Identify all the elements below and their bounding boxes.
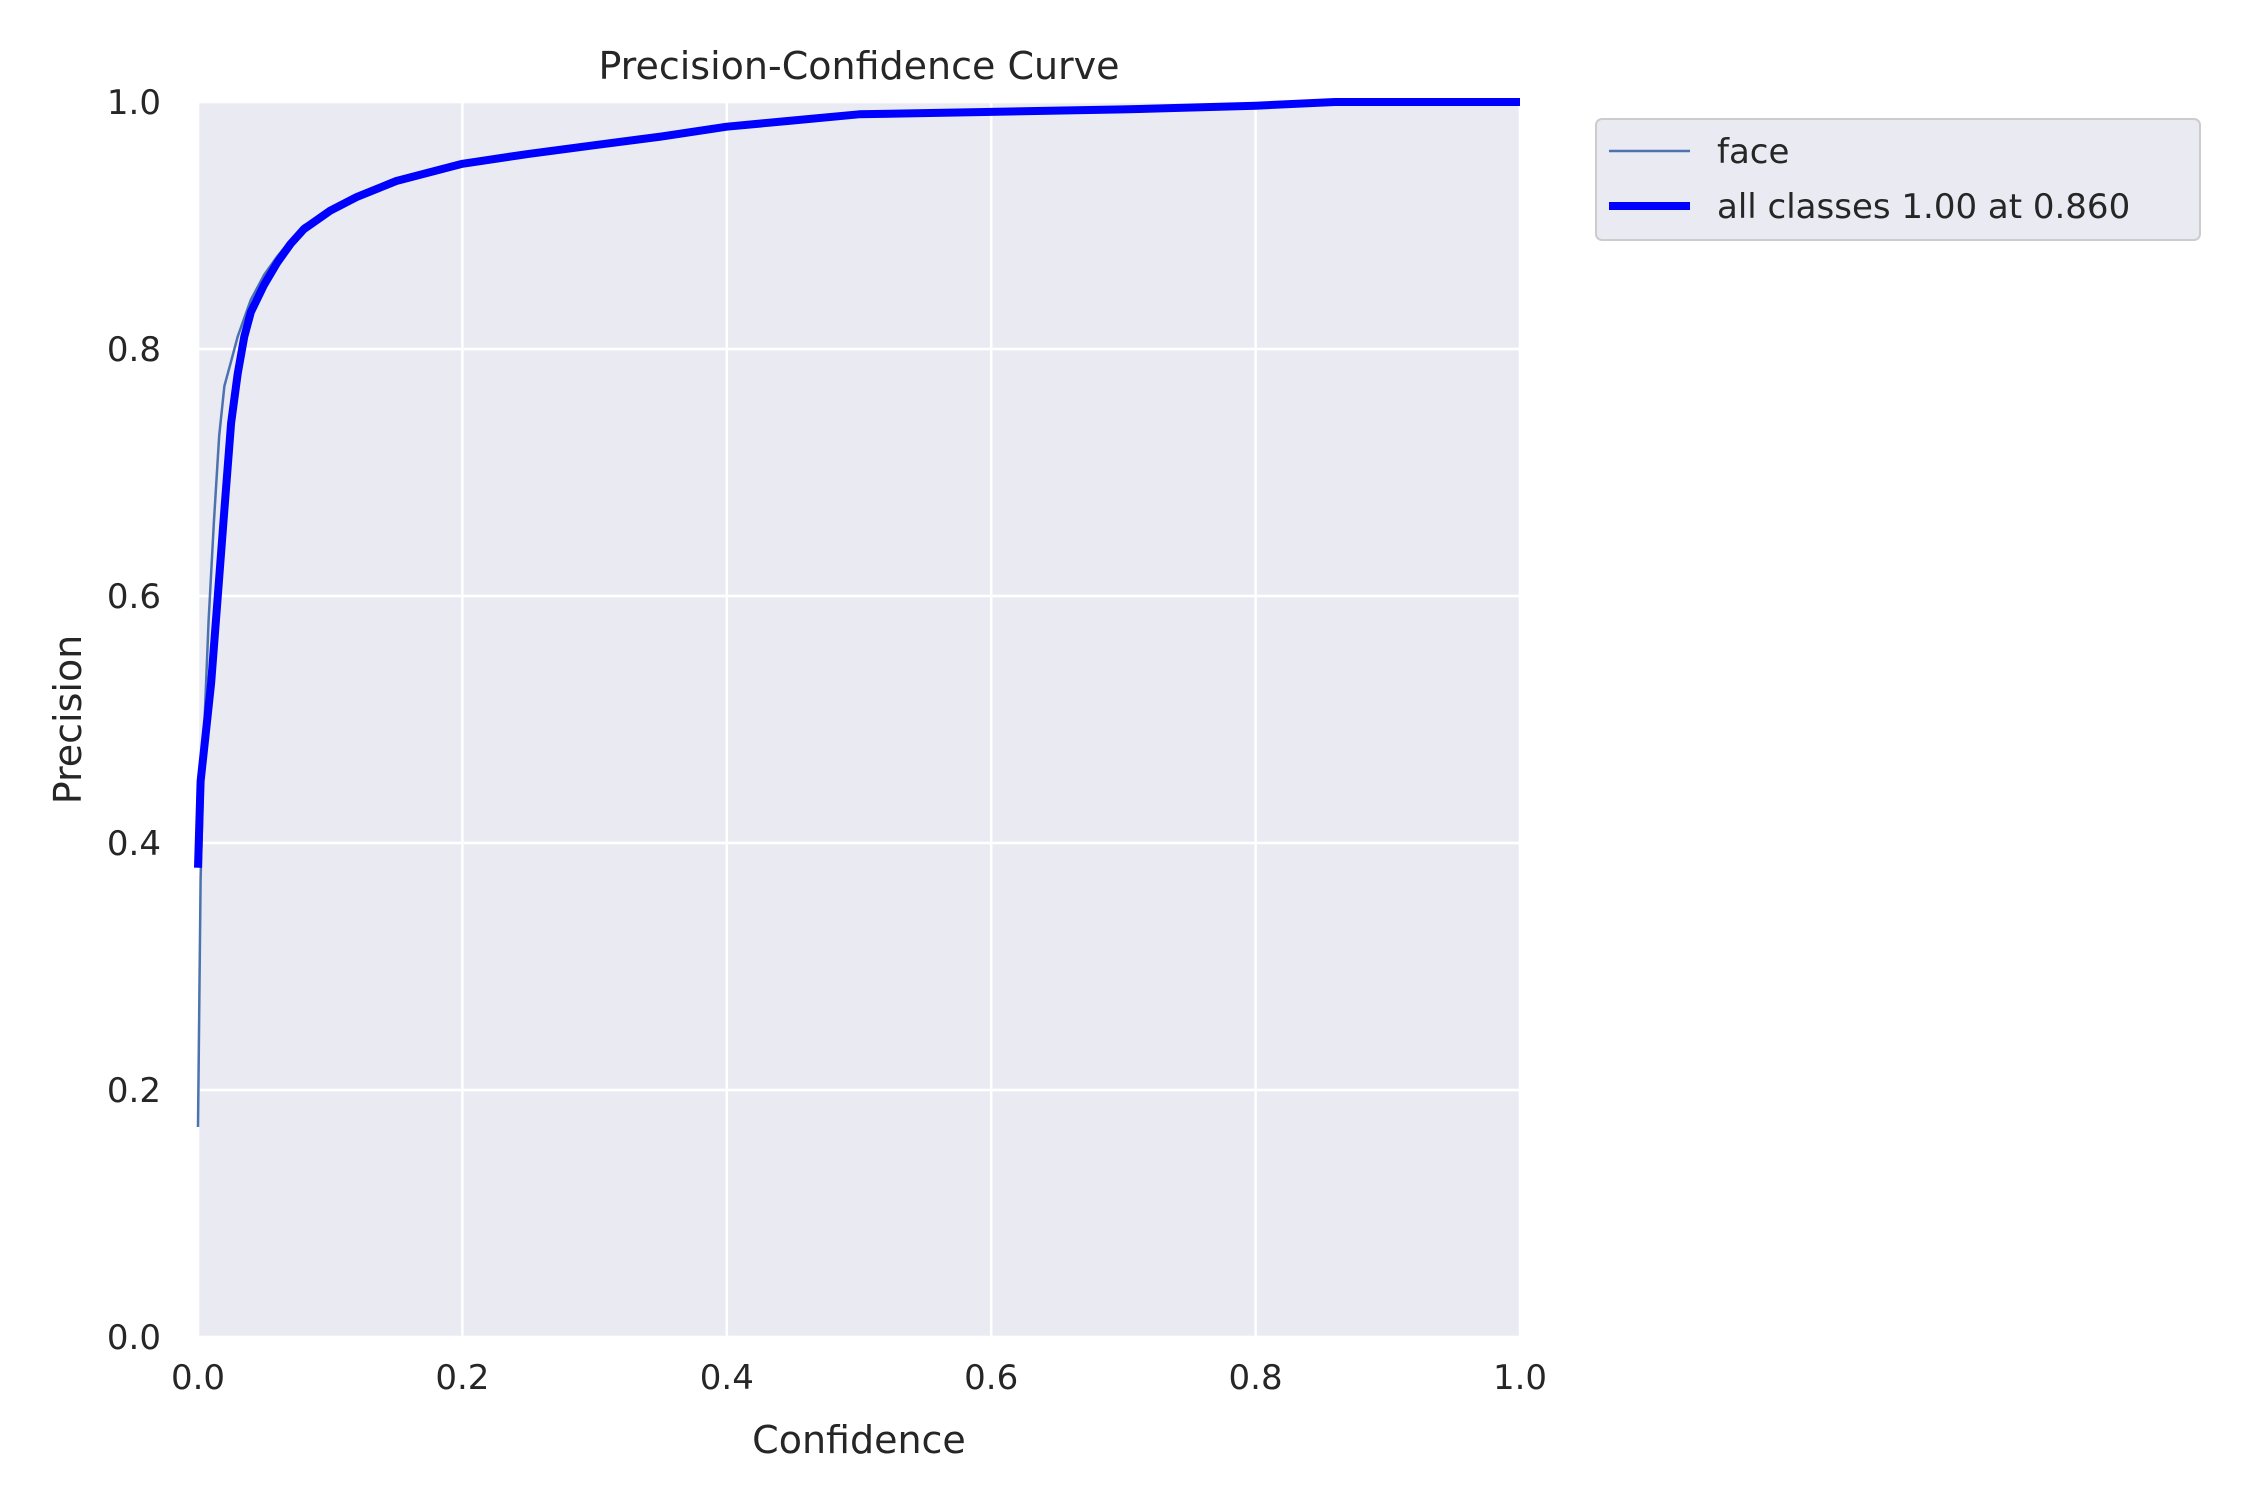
y-tick-label-5: 1.0 [107, 83, 161, 123]
x-tick-label-4: 0.8 [1229, 1358, 1283, 1398]
y-tick-label-0: 0.0 [107, 1318, 161, 1358]
chart-title: Precision-Confidence Curve [598, 44, 1119, 88]
y-tick-label-2: 0.4 [107, 824, 161, 864]
x-tick-label-0: 0.0 [171, 1358, 225, 1398]
y-axis-label: Precision [46, 635, 90, 805]
x-tick-label-5: 1.0 [1493, 1358, 1547, 1398]
x-tick-label-3: 0.6 [964, 1358, 1018, 1398]
legend-label-0: face [1717, 132, 1789, 172]
series-line-1 [194, 98, 1520, 868]
legend-label-1: all classes 1.00 at 0.860 [1717, 187, 2130, 227]
y-tick-label-4: 0.8 [107, 330, 161, 370]
x-axis-label: Confidence [752, 1418, 966, 1462]
plot-background [198, 102, 1520, 1337]
x-tick-label-1: 0.2 [435, 1358, 489, 1398]
y-tick-label-3: 0.6 [107, 577, 161, 617]
x-tick-label-2: 0.4 [700, 1358, 754, 1398]
y-tick-label-1: 0.2 [107, 1071, 161, 1111]
legend-box [1595, 118, 2201, 241]
